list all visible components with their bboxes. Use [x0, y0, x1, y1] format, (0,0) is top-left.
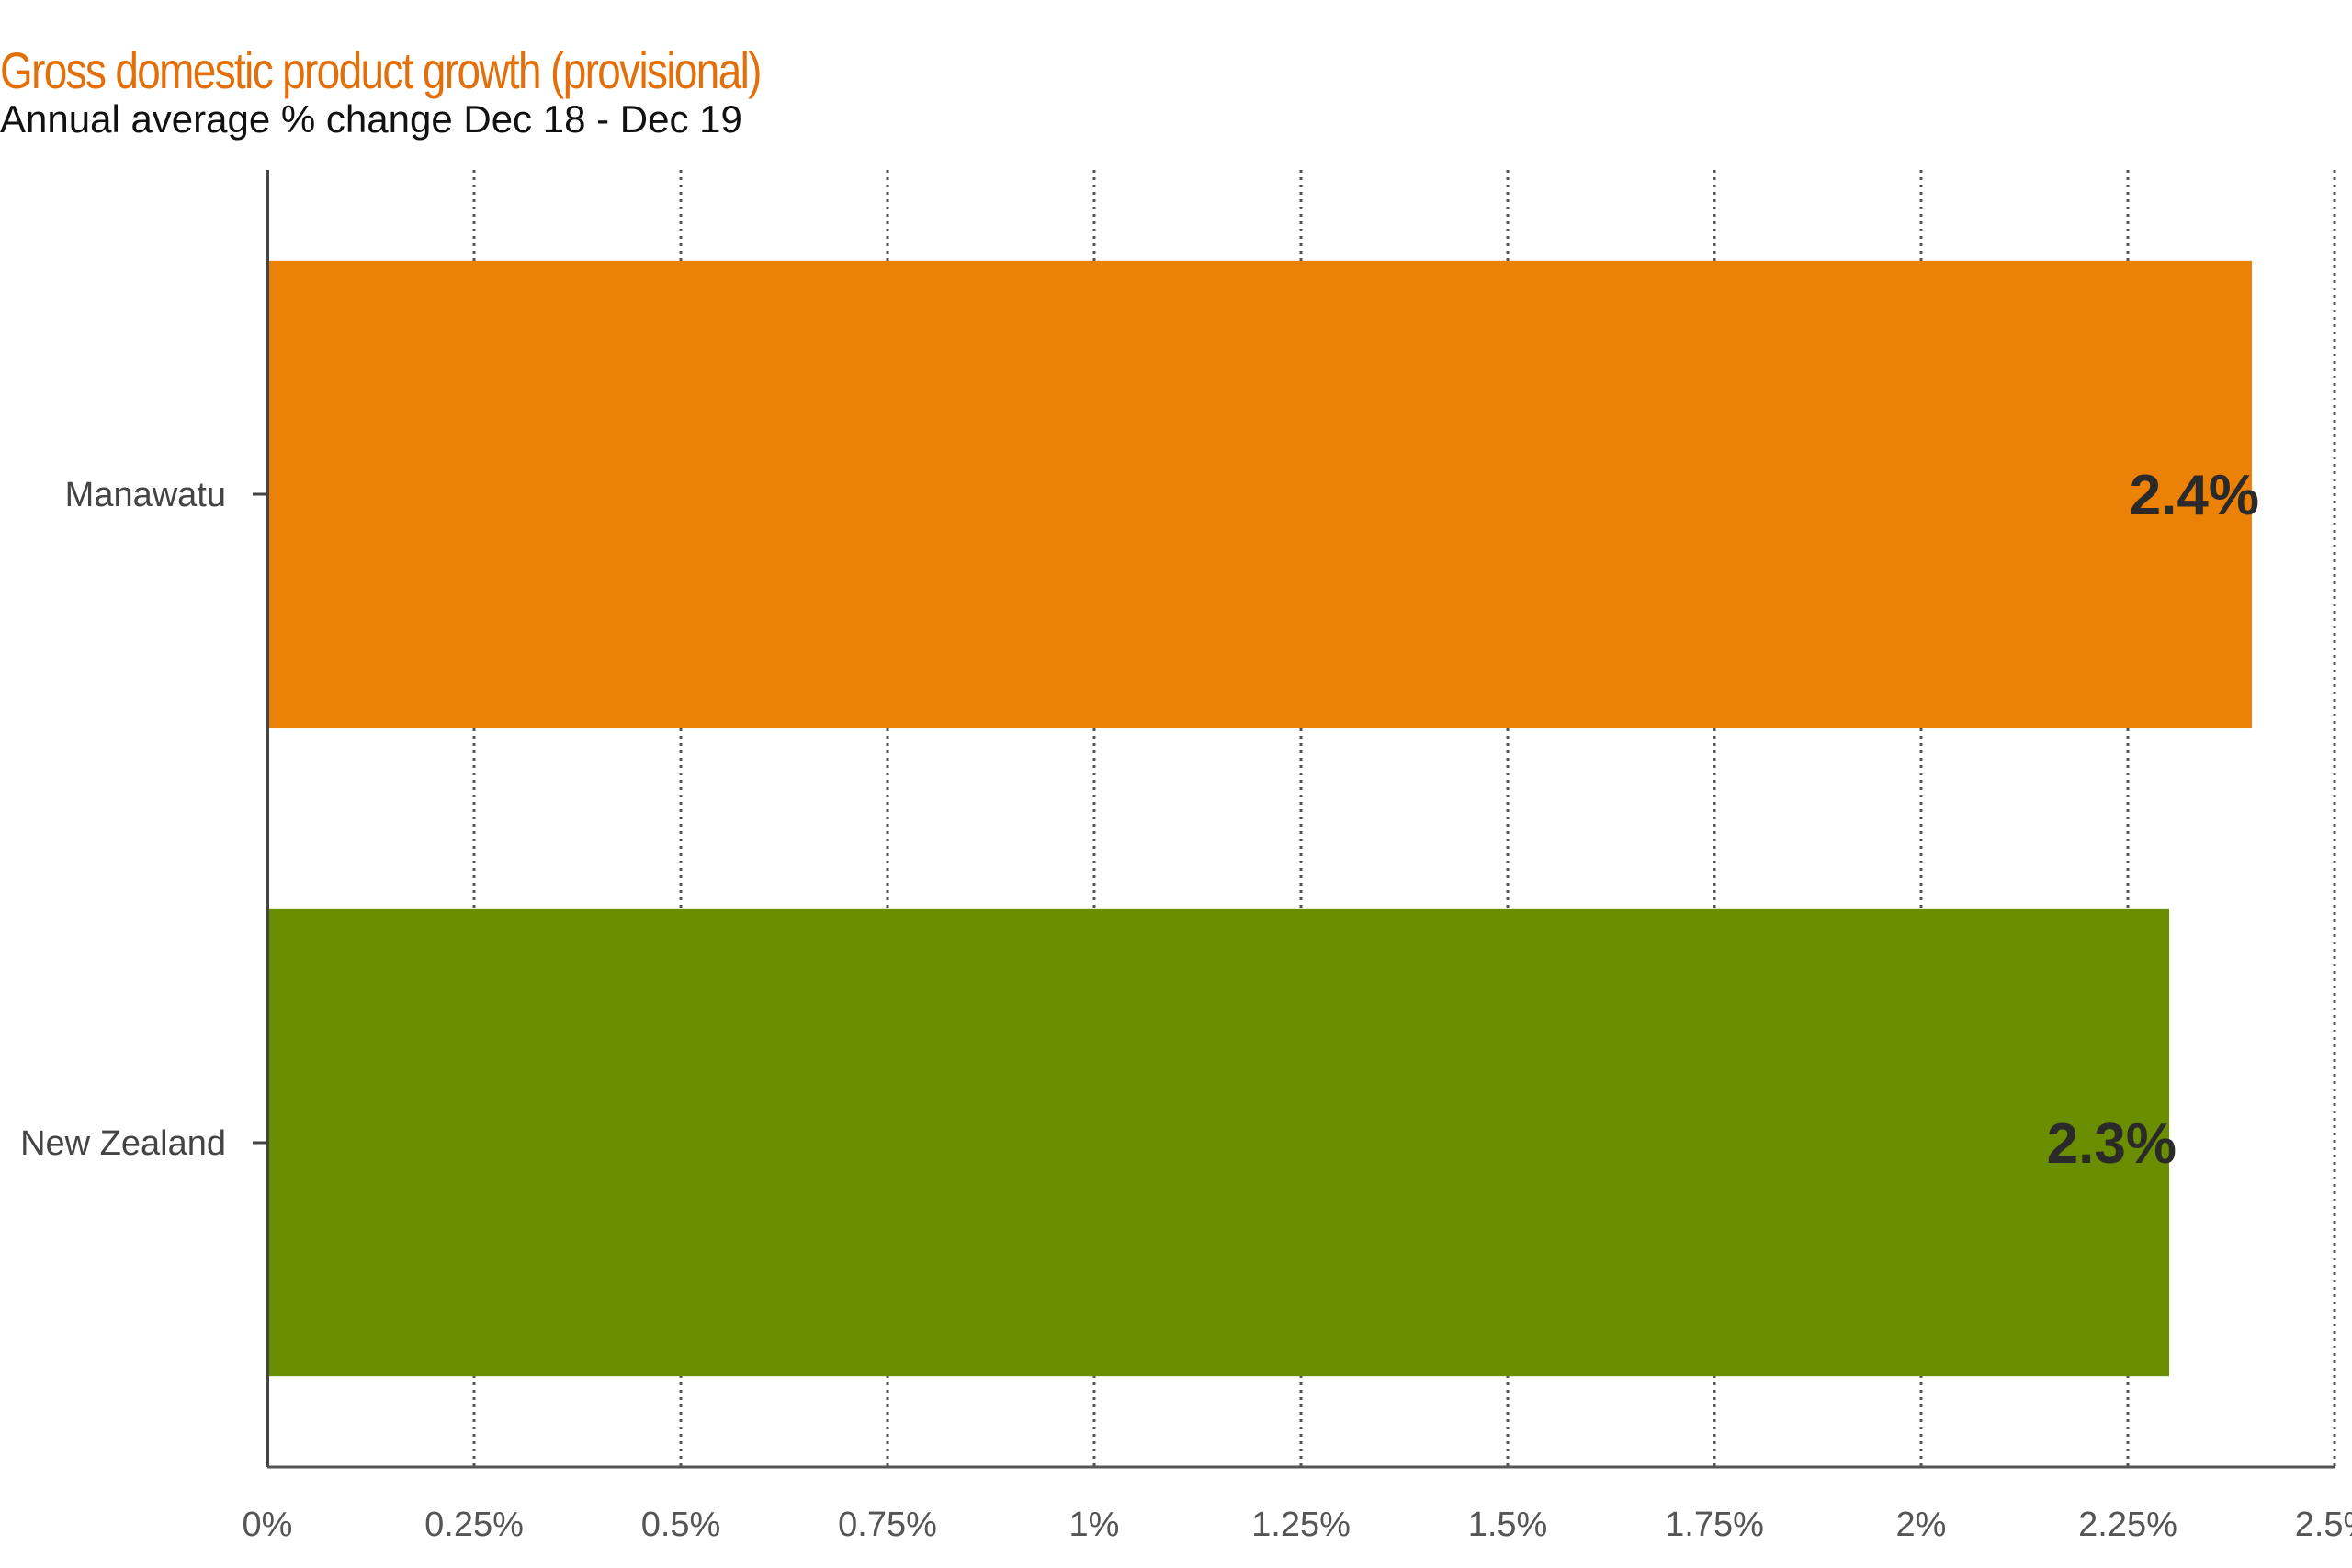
x-tick-label-8: 2% [1896, 1506, 1947, 1544]
chart-subtitle: Annual average % change Dec 18 - Dec 19 [0, 97, 742, 141]
x-tick-label-4: 1% [1069, 1506, 1120, 1544]
x-tick-label-5: 1.25% [1251, 1506, 1351, 1544]
x-tick-label-7: 1.75% [1665, 1506, 1764, 1544]
x-tick-label-0: 0% [243, 1506, 293, 1544]
bar-1 [267, 908, 2169, 1377]
category-label-0: Manawatu [65, 476, 226, 514]
x-tick-label-1: 0.25% [424, 1506, 524, 1544]
chart-title: Gross domestic product growth (provision… [0, 41, 762, 99]
data-label-0: 2.4% [2130, 464, 2259, 527]
x-tick-label-10: 2.5% [2295, 1506, 2352, 1544]
x-tick-label-9: 2.25% [2078, 1506, 2177, 1544]
category-label-1: New Zealand [20, 1124, 226, 1163]
data-label-1: 2.3% [2047, 1112, 2177, 1176]
x-tick-label-3: 0.75% [838, 1506, 937, 1544]
bar-0 [267, 260, 2252, 728]
x-tick-label-2: 0.5% [641, 1506, 721, 1544]
x-tick-label-6: 1.5% [1468, 1506, 1548, 1544]
